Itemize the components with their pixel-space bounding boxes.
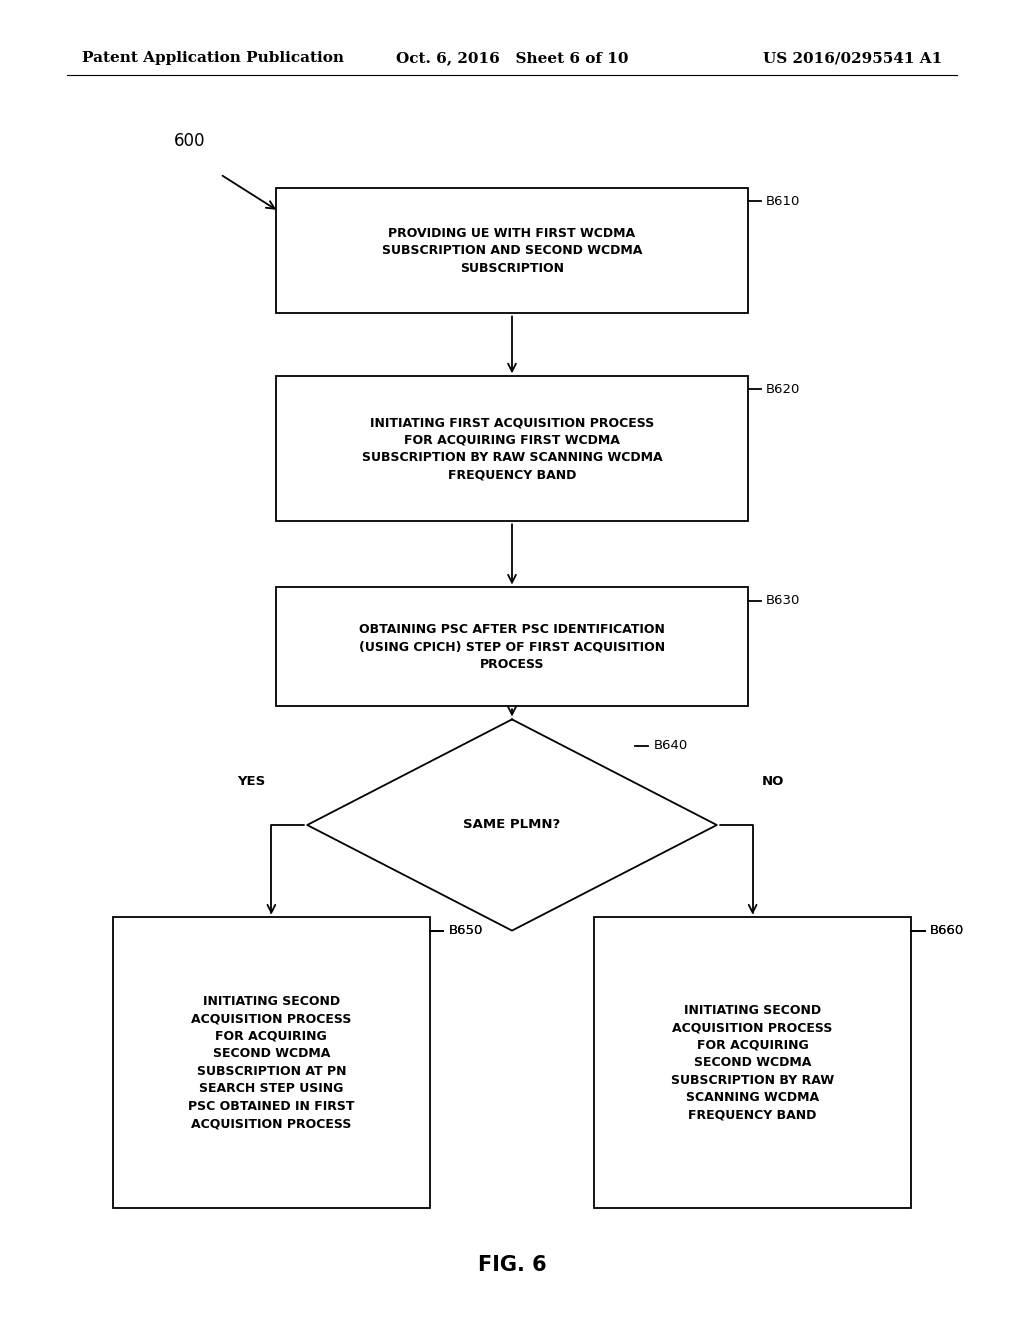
Text: NO: NO (762, 775, 784, 788)
Text: 600: 600 (174, 132, 206, 150)
Text: Patent Application Publication: Patent Application Publication (82, 51, 344, 65)
Text: B620: B620 (766, 383, 801, 396)
Text: YES: YES (237, 775, 265, 788)
Text: Oct. 6, 2016   Sheet 6 of 10: Oct. 6, 2016 Sheet 6 of 10 (395, 51, 629, 65)
Bar (276, 187, 748, 313)
Polygon shape (307, 719, 717, 931)
Text: INITIATING SECOND
ACQUISITION PROCESS
FOR ACQUIRING
SECOND WCDMA
SUBSCRIPTION BY: INITIATING SECOND ACQUISITION PROCESS FO… (671, 1003, 835, 1122)
Text: SAME PLMN?: SAME PLMN? (464, 818, 560, 832)
Text: PROVIDING UE WITH FIRST WCDMA
SUBSCRIPTION AND SECOND WCDMA
SUBSCRIPTION: PROVIDING UE WITH FIRST WCDMA SUBSCRIPTI… (382, 227, 642, 275)
Bar (113, 917, 430, 1208)
Text: INITIATING FIRST ACQUISITION PROCESS
FOR ACQUIRING FIRST WCDMA
SUBSCRIPTION BY R: INITIATING FIRST ACQUISITION PROCESS FOR… (361, 416, 663, 482)
Text: B650: B650 (449, 924, 483, 937)
Text: OBTAINING PSC AFTER PSC IDENTIFICATION
(USING CPICH) STEP OF FIRST ACQUISITION
P: OBTAINING PSC AFTER PSC IDENTIFICATION (… (359, 623, 665, 671)
Text: B660: B660 (930, 924, 964, 937)
Bar (594, 917, 911, 1208)
Text: B660: B660 (930, 924, 964, 937)
Text: US 2016/0295541 A1: US 2016/0295541 A1 (763, 51, 942, 65)
Bar (276, 587, 748, 706)
Text: INITIATING SECOND
ACQUISITION PROCESS
FOR ACQUIRING
SECOND WCDMA
SUBSCRIPTION AT: INITIATING SECOND ACQUISITION PROCESS FO… (188, 995, 354, 1130)
Text: B630: B630 (766, 594, 801, 607)
Text: B650: B650 (449, 924, 483, 937)
Text: FIG. 6: FIG. 6 (477, 1254, 547, 1275)
Text: B610: B610 (766, 195, 801, 207)
Bar (276, 376, 748, 521)
Text: B640: B640 (653, 739, 687, 752)
